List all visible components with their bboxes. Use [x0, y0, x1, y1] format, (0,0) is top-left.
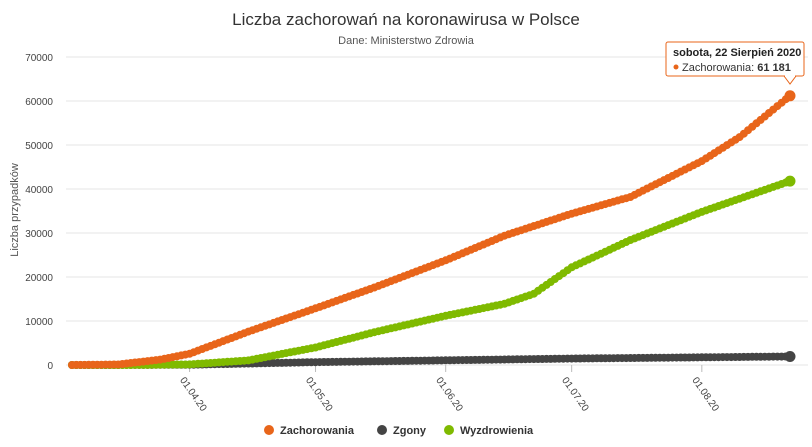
svg-text:Zachorowania: 61 181: Zachorowania: 61 181: [682, 62, 791, 74]
y-tick-label: 30000: [25, 229, 53, 240]
data-point[interactable]: [784, 351, 796, 362]
tooltip: sobota, 22 Sierpień 2020 Zachorowania: 6…: [665, 41, 805, 85]
grid: [66, 56, 808, 366]
x-tick-label: 01.07.20: [559, 375, 591, 414]
y-axis: 0 10000 20000 30000 40000 50000 60000 70000: [25, 53, 53, 372]
y-tick-label: 0: [47, 361, 53, 372]
chart-title: Liczba zachorowań na koronawirusa w Pols…: [232, 10, 580, 29]
x-tick-label: 01.04.20: [177, 375, 209, 414]
y-tick-label: 70000: [25, 53, 53, 64]
y-tick-label: 50000: [25, 141, 53, 152]
legend-item-zachorowania[interactable]: Zachorowania: [264, 425, 355, 437]
x-tick-label: 01.06.20: [433, 375, 465, 414]
legend[interactable]: Zachorowania Zgony Wyzdrowienia: [264, 425, 534, 437]
plot-area: [68, 90, 796, 369]
legend-label: Zgony: [393, 425, 427, 437]
tooltip-series-dot: [673, 64, 679, 70]
tooltip-date: sobota, 22 Sierpień 2020: [673, 47, 801, 59]
series-wyzdrowienia: [68, 175, 796, 369]
y-tick-label: 20000: [25, 273, 53, 284]
x-tick-label: 01.08.20: [689, 375, 721, 414]
x-tick-label: 01.05.20: [303, 375, 335, 414]
legend-marker: [444, 425, 454, 435]
series-zachorowania: [68, 90, 796, 369]
y-tick-label: 40000: [25, 185, 53, 196]
legend-label: Wyzdrowienia: [460, 425, 534, 437]
y-tick-label: 10000: [25, 317, 53, 328]
tooltip-pointer: [783, 75, 797, 85]
legend-marker: [264, 425, 274, 435]
tooltip-box: [665, 41, 805, 77]
y-tick-label: 60000: [25, 97, 53, 108]
legend-marker: [377, 425, 387, 435]
legend-label: Zachorowania: [280, 425, 355, 437]
chart-subtitle: Dane: Ministerstwo Zdrowia: [338, 35, 475, 47]
data-point[interactable]: [784, 90, 796, 102]
x-axis: 01.04.20 01.05.20 01.06.20 01.07.20 01.08.20: [177, 365, 721, 414]
legend-item-zgony[interactable]: Zgony: [377, 425, 427, 437]
legend-item-wyzdrowienia[interactable]: Wyzdrowienia: [444, 425, 534, 437]
data-point[interactable]: [784, 175, 796, 187]
y-axis-label: Liczba przypadków: [9, 163, 21, 257]
tooltip-series-label: Zachorowania:: [682, 62, 757, 74]
tooltip-value: 61 181: [757, 62, 791, 74]
